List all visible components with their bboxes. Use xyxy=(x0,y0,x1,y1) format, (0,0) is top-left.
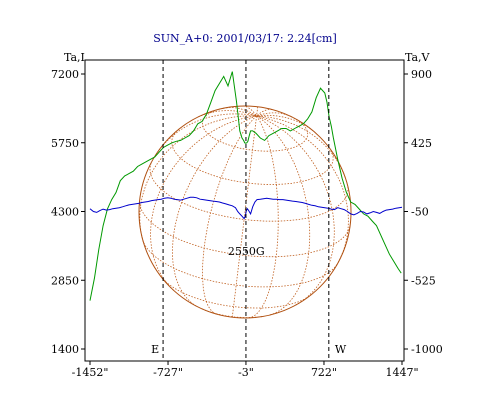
marker-label-W: W xyxy=(335,343,347,356)
disk-longitude-line xyxy=(256,115,335,306)
left-tick-label: 5750 xyxy=(51,137,79,150)
disk-longitude-line xyxy=(248,115,279,319)
x-tick-label: -1452" xyxy=(72,366,109,379)
series-line-0 xyxy=(89,71,402,301)
x-tick-label: 722" xyxy=(311,366,337,379)
solar-disk-limb xyxy=(138,105,352,319)
left-tick-label: 1400 xyxy=(51,343,79,356)
disk-latitude-line xyxy=(142,239,338,288)
plot-frame xyxy=(84,59,405,362)
chart-title: SUN_A+0: 2001/03/17: 2.24[cm] xyxy=(153,32,337,45)
disk-longitude-line xyxy=(139,115,257,242)
right-axis-label: Ta,V xyxy=(405,51,431,64)
disk-longitude-line xyxy=(256,114,314,132)
right-tick-label: -1000 xyxy=(411,343,443,356)
disk-latitude-line xyxy=(163,279,309,309)
marker-label-E: E xyxy=(151,343,159,356)
disk-latitude-line xyxy=(149,162,349,222)
disk-longitude-line xyxy=(172,115,257,307)
x-tick-label: 1447" xyxy=(385,366,418,379)
disk-longitude-line xyxy=(155,113,257,155)
disk-longitude-line xyxy=(256,115,346,178)
left-tick-label: 2850 xyxy=(51,274,79,287)
disk-longitude-line xyxy=(231,115,257,318)
left-tick-label: 7200 xyxy=(51,68,79,81)
x-tick-label: -727" xyxy=(153,366,183,379)
disk-longitude-line xyxy=(256,115,311,316)
left-tick-label: 4300 xyxy=(51,206,79,219)
disk-longitude-line xyxy=(202,115,257,315)
right-tick-label: 425 xyxy=(411,137,432,150)
x-tick-label: -3" xyxy=(238,366,254,379)
left-axis-label: Ta,I xyxy=(64,51,85,64)
annotation-label: 2550G xyxy=(228,245,265,258)
right-tick-label: -50 xyxy=(411,206,429,219)
disk-longitude-line xyxy=(150,115,257,291)
tick-layer: -1452" -727" -3" 722" 1447" 7200 5750 4300 2850 1… xyxy=(51,68,443,379)
disk-latitude-line xyxy=(139,200,351,258)
right-tick-label: -525 xyxy=(411,274,436,287)
right-tick-label: 900 xyxy=(411,68,432,81)
disk-longitude-line xyxy=(256,115,349,266)
